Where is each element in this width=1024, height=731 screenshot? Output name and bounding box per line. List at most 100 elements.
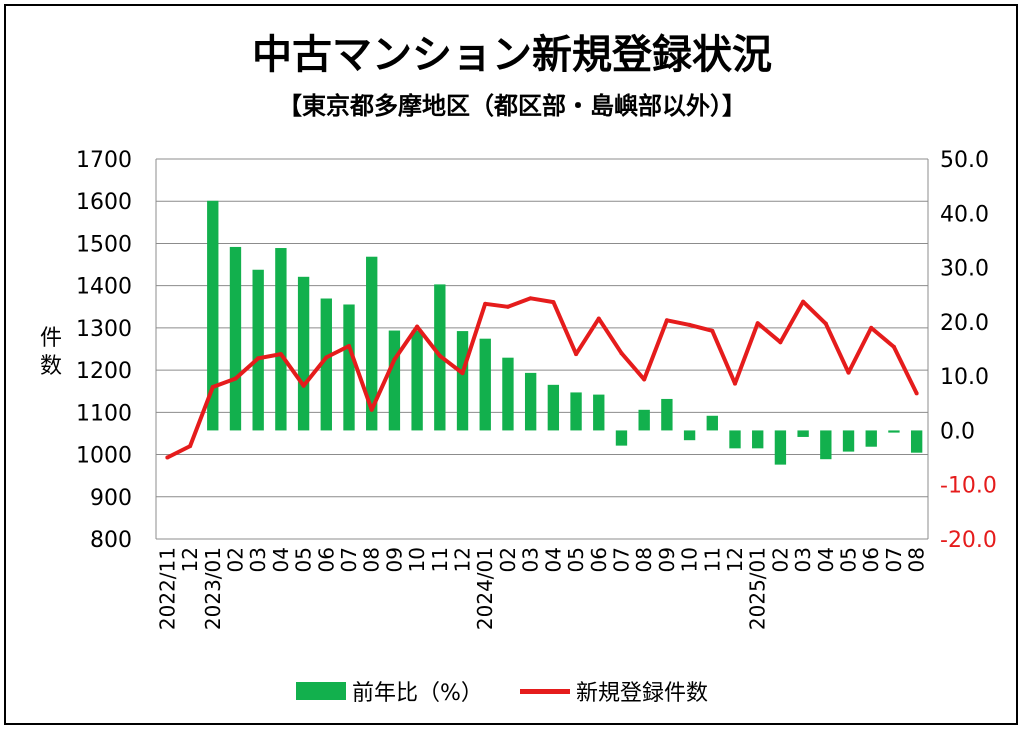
line-path [166,296,919,460]
bar [820,430,832,460]
bar [774,430,787,465]
x-tick-label: 06 [859,547,883,572]
line-point [188,444,193,449]
x-tick-label: 08 [905,547,929,572]
line-point [483,301,488,306]
x-tick-label: 12 [723,547,747,572]
left-axis-ticks: 1700 1600 1500 1400 1300 1200 1100 1000 900 800 [76,148,132,553]
line-point [801,299,806,304]
line-point [642,377,647,382]
x-tick-label: 03 [519,547,543,572]
bar [229,246,242,431]
line-point [755,321,760,326]
x-tick-label: 2025/01 [746,547,770,630]
bar [411,330,423,431]
line-point [278,352,283,357]
line-point [778,340,783,345]
chart-subtitle: 【東京都多摩地区（都区部・島嶼部以外）】 [278,92,746,120]
line-point [914,391,919,396]
right-axis-ticks: 50.0 40.0 30.0 20.0 10.0 0.0 -10.0 -20.0 [940,148,997,553]
x-tick-label: 02 [768,547,792,572]
x-tick-label: 08 [360,547,384,572]
line-point [596,316,601,321]
line-point [823,321,828,326]
line-point [846,370,851,375]
bar [797,430,809,437]
x-tick-label: 2022/11 [155,547,179,630]
bar [661,398,673,431]
bar [547,384,560,431]
line-point [165,455,170,460]
legend-bar-swatch [296,682,346,700]
line-point [460,371,465,376]
line-point [528,296,533,301]
x-tick-label: 06 [587,547,611,572]
x-tick-label: 07 [337,547,361,572]
bar [479,338,491,431]
left-tick-label: 1000 [76,444,132,469]
x-tick-label: 07 [609,547,633,572]
x-tick-label: 06 [314,547,338,572]
left-tick-label: 1300 [76,317,132,342]
line-point [415,324,420,329]
line-point [437,353,442,358]
line-point [505,304,510,309]
line-point [256,356,261,361]
line-point [574,352,579,357]
line-point [664,318,669,323]
x-tick-label: 11 [700,547,724,572]
bar [524,372,537,431]
bar [297,276,310,431]
x-tick-label: 07 [882,547,906,572]
bar [456,331,469,431]
bar [842,430,855,452]
bar [706,415,718,431]
left-tick-label: 1100 [76,401,132,426]
right-tick-label: 40.0 [940,202,989,227]
x-tick-label: 05 [837,547,861,572]
legend: 前年比（%） 新規登録件数 [0,676,1024,706]
x-tick-label: 2023/01 [201,547,225,630]
x-tick-label: 05 [292,547,316,572]
x-axis-ticks: 2022/11122023/01020304050607080910111220… [155,547,928,630]
x-tick-label: 03 [791,547,815,572]
line-point [733,381,737,386]
legend-item-bar: 前年比（%） [296,676,483,706]
bar [752,430,764,449]
x-tick-label: 12 [451,547,475,572]
bar [593,394,605,431]
line-point [891,344,896,349]
line-point [347,344,351,349]
x-tick-label: 03 [246,547,270,572]
legend-bar-label: 前年比（%） [352,681,483,706]
right-tick-label: 0.0 [940,419,975,444]
line-point [324,355,329,360]
right-tick-label: 30.0 [940,257,989,282]
right-tick-label: 10.0 [940,365,989,390]
bar [502,357,514,431]
left-tick-label: 1200 [76,359,132,384]
bar [638,409,650,431]
bar [615,430,628,446]
left-tick-label: 1400 [76,275,132,300]
legend-line-label: 新規登録件数 [576,681,709,706]
left-tick-label: 1500 [76,232,132,257]
x-tick-label: 2024/01 [473,547,497,630]
line-point [869,325,874,330]
bar [570,392,582,431]
left-tick-label: 900 [90,486,132,511]
left-tick-label: 1700 [76,148,132,173]
line-point [687,322,692,327]
right-tick-label: -20.0 [940,528,997,553]
chart-title: 中古マンション新規登録状況 [252,32,772,78]
line-point [369,407,374,412]
x-tick-label: 04 [541,547,565,572]
gridlines [155,158,929,540]
bar [343,304,355,431]
line-point [551,300,556,305]
bar [388,330,401,431]
bar [207,200,219,431]
legend-line-swatch [520,688,570,694]
bar [320,298,332,431]
